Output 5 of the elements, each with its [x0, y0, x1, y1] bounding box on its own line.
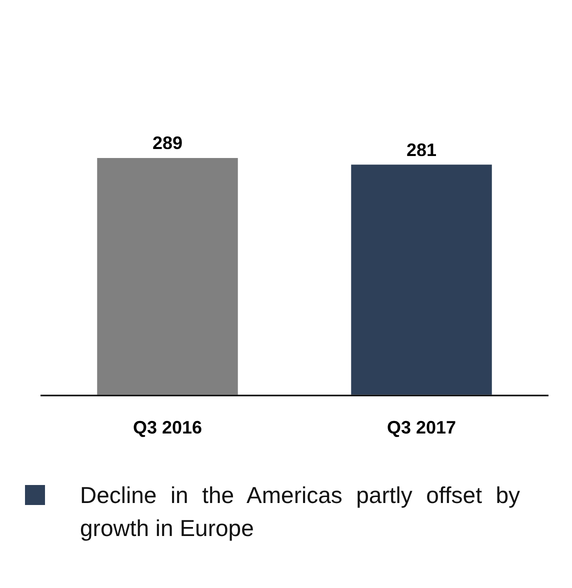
data-label: 289 [152, 133, 183, 154]
x-tick-label: Q3 2017 [386, 418, 456, 438]
data-label: 281 [406, 140, 437, 160]
text: Decline in the Americas partly offset by growth in Europe [80, 481, 520, 543]
x-tick-label: Q3 2016 [132, 418, 202, 438]
